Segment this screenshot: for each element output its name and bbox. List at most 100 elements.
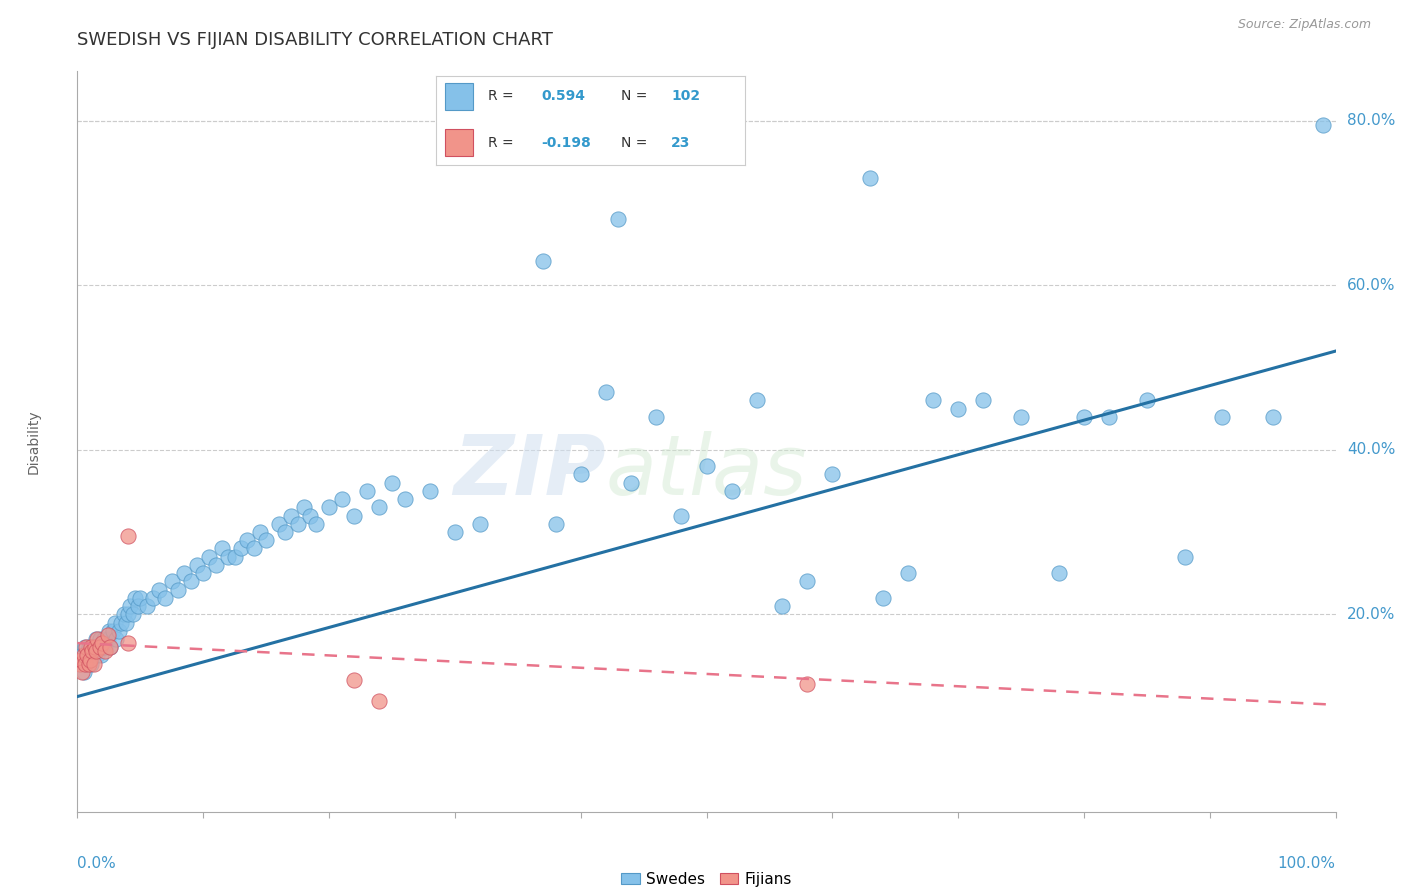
Point — [1098, 409, 1121, 424]
Point — [356, 483, 378, 498]
Point — [292, 500, 315, 515]
Point — [86, 648, 108, 663]
Point — [305, 516, 328, 531]
Point — [108, 624, 131, 638]
Point — [180, 574, 202, 589]
Point — [419, 483, 441, 498]
Point — [972, 393, 994, 408]
Point — [607, 212, 630, 227]
Point — [770, 599, 793, 613]
Point — [96, 632, 118, 646]
Point — [1312, 118, 1334, 132]
Point — [1136, 393, 1159, 408]
Point — [1010, 409, 1032, 424]
Point — [105, 632, 128, 646]
Point — [75, 640, 97, 655]
Point — [274, 524, 297, 539]
Point — [117, 607, 139, 622]
Point — [1073, 409, 1095, 424]
Point — [127, 599, 149, 613]
Point — [98, 640, 121, 655]
Legend: Swedes, Fijians: Swedes, Fijians — [616, 866, 797, 892]
Point — [1047, 566, 1070, 581]
Point — [73, 640, 96, 655]
Point — [173, 566, 195, 581]
Text: R =: R = — [488, 136, 519, 150]
Point — [299, 508, 322, 523]
Point — [117, 529, 139, 543]
Point — [120, 599, 142, 613]
Point — [287, 516, 309, 531]
Point — [872, 591, 894, 605]
Point — [720, 483, 742, 498]
Point — [155, 591, 177, 605]
Point — [72, 665, 94, 679]
Point — [198, 549, 221, 564]
Point — [368, 694, 391, 708]
Point — [79, 652, 101, 666]
Point — [224, 549, 246, 564]
Point — [468, 516, 491, 531]
Text: 0.594: 0.594 — [541, 89, 585, 103]
Point — [117, 636, 139, 650]
Point — [1211, 409, 1233, 424]
Text: atlas: atlas — [606, 431, 807, 512]
Point — [83, 657, 105, 671]
Point — [343, 673, 366, 687]
Point — [91, 636, 114, 650]
Point — [922, 393, 945, 408]
Point — [444, 524, 467, 539]
Point — [129, 591, 152, 605]
Point — [897, 566, 920, 581]
Point — [84, 640, 107, 655]
Point — [167, 582, 190, 597]
Point — [318, 500, 340, 515]
Point — [1174, 549, 1197, 564]
Bar — [446, 129, 472, 156]
Point — [89, 640, 111, 655]
Point — [821, 467, 844, 482]
Point — [73, 657, 96, 671]
Text: ZIP: ZIP — [453, 431, 606, 512]
Text: N =: N = — [621, 136, 652, 150]
Point — [368, 500, 391, 515]
Point — [80, 657, 103, 671]
Point — [948, 401, 970, 416]
Point — [381, 475, 404, 490]
Point — [97, 624, 120, 638]
Text: 0.0%: 0.0% — [77, 856, 117, 871]
Point — [330, 492, 353, 507]
Point — [115, 615, 138, 630]
Point — [84, 632, 107, 646]
Point — [72, 648, 94, 663]
Point — [72, 648, 94, 663]
Point — [112, 607, 135, 622]
Point — [745, 393, 768, 408]
Point — [236, 533, 259, 548]
Text: 102: 102 — [671, 89, 700, 103]
Point — [94, 640, 117, 655]
Point — [186, 558, 208, 572]
Point — [93, 632, 115, 646]
Point — [121, 607, 143, 622]
Point — [191, 566, 215, 581]
Point — [69, 657, 91, 671]
Point — [82, 644, 104, 658]
Point — [77, 657, 100, 671]
Text: R =: R = — [488, 89, 519, 103]
Point — [267, 516, 290, 531]
Point — [696, 459, 718, 474]
Point — [531, 253, 554, 268]
Text: SWEDISH VS FIJIAN DISABILITY CORRELATION CHART: SWEDISH VS FIJIAN DISABILITY CORRELATION… — [77, 31, 553, 49]
Point — [75, 657, 97, 671]
Point — [595, 385, 617, 400]
Point — [544, 516, 567, 531]
Point — [280, 508, 302, 523]
Point — [69, 657, 91, 671]
Text: N =: N = — [621, 89, 652, 103]
Point — [84, 640, 107, 655]
Text: -0.198: -0.198 — [541, 136, 591, 150]
Point — [135, 599, 157, 613]
Text: 20.0%: 20.0% — [1347, 607, 1395, 622]
Point — [394, 492, 416, 507]
